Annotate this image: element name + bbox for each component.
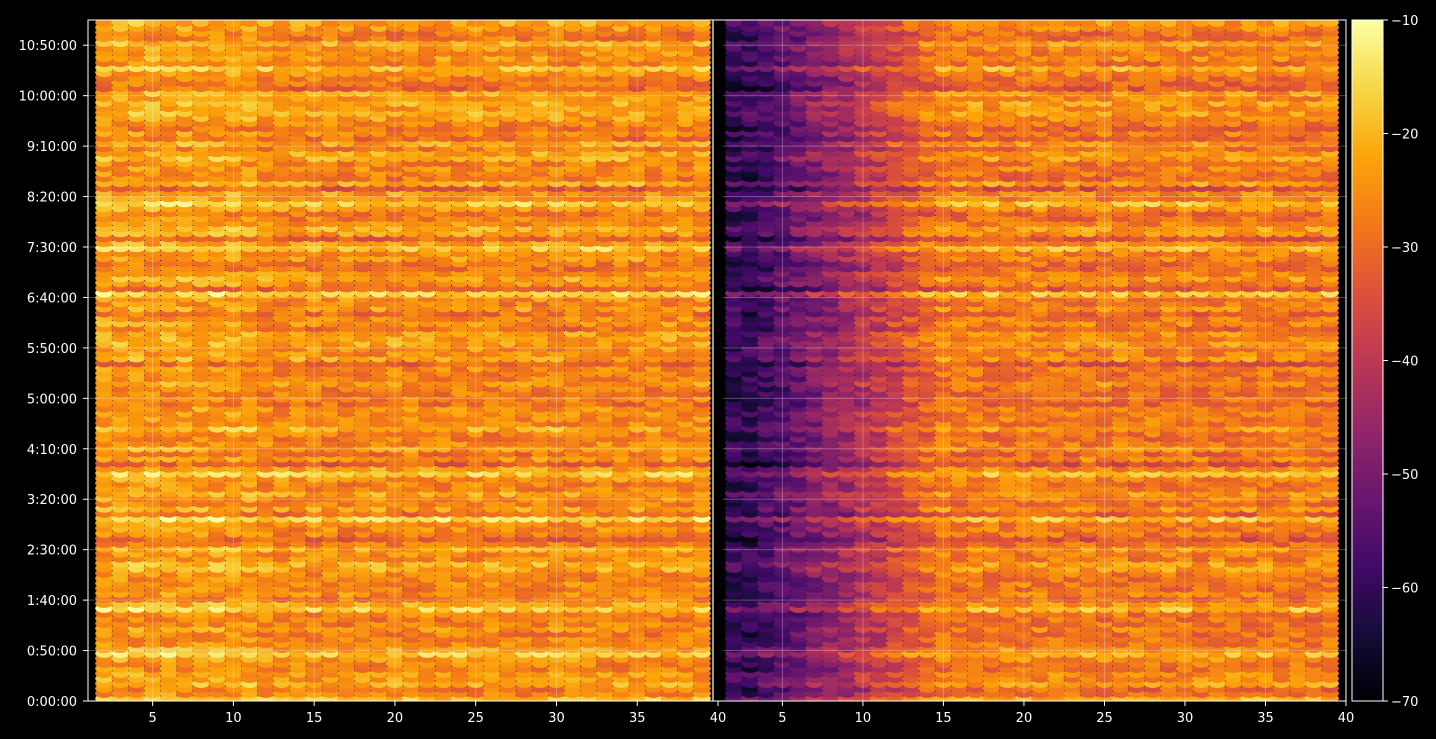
left-panel-cells	[95, 20, 711, 701]
